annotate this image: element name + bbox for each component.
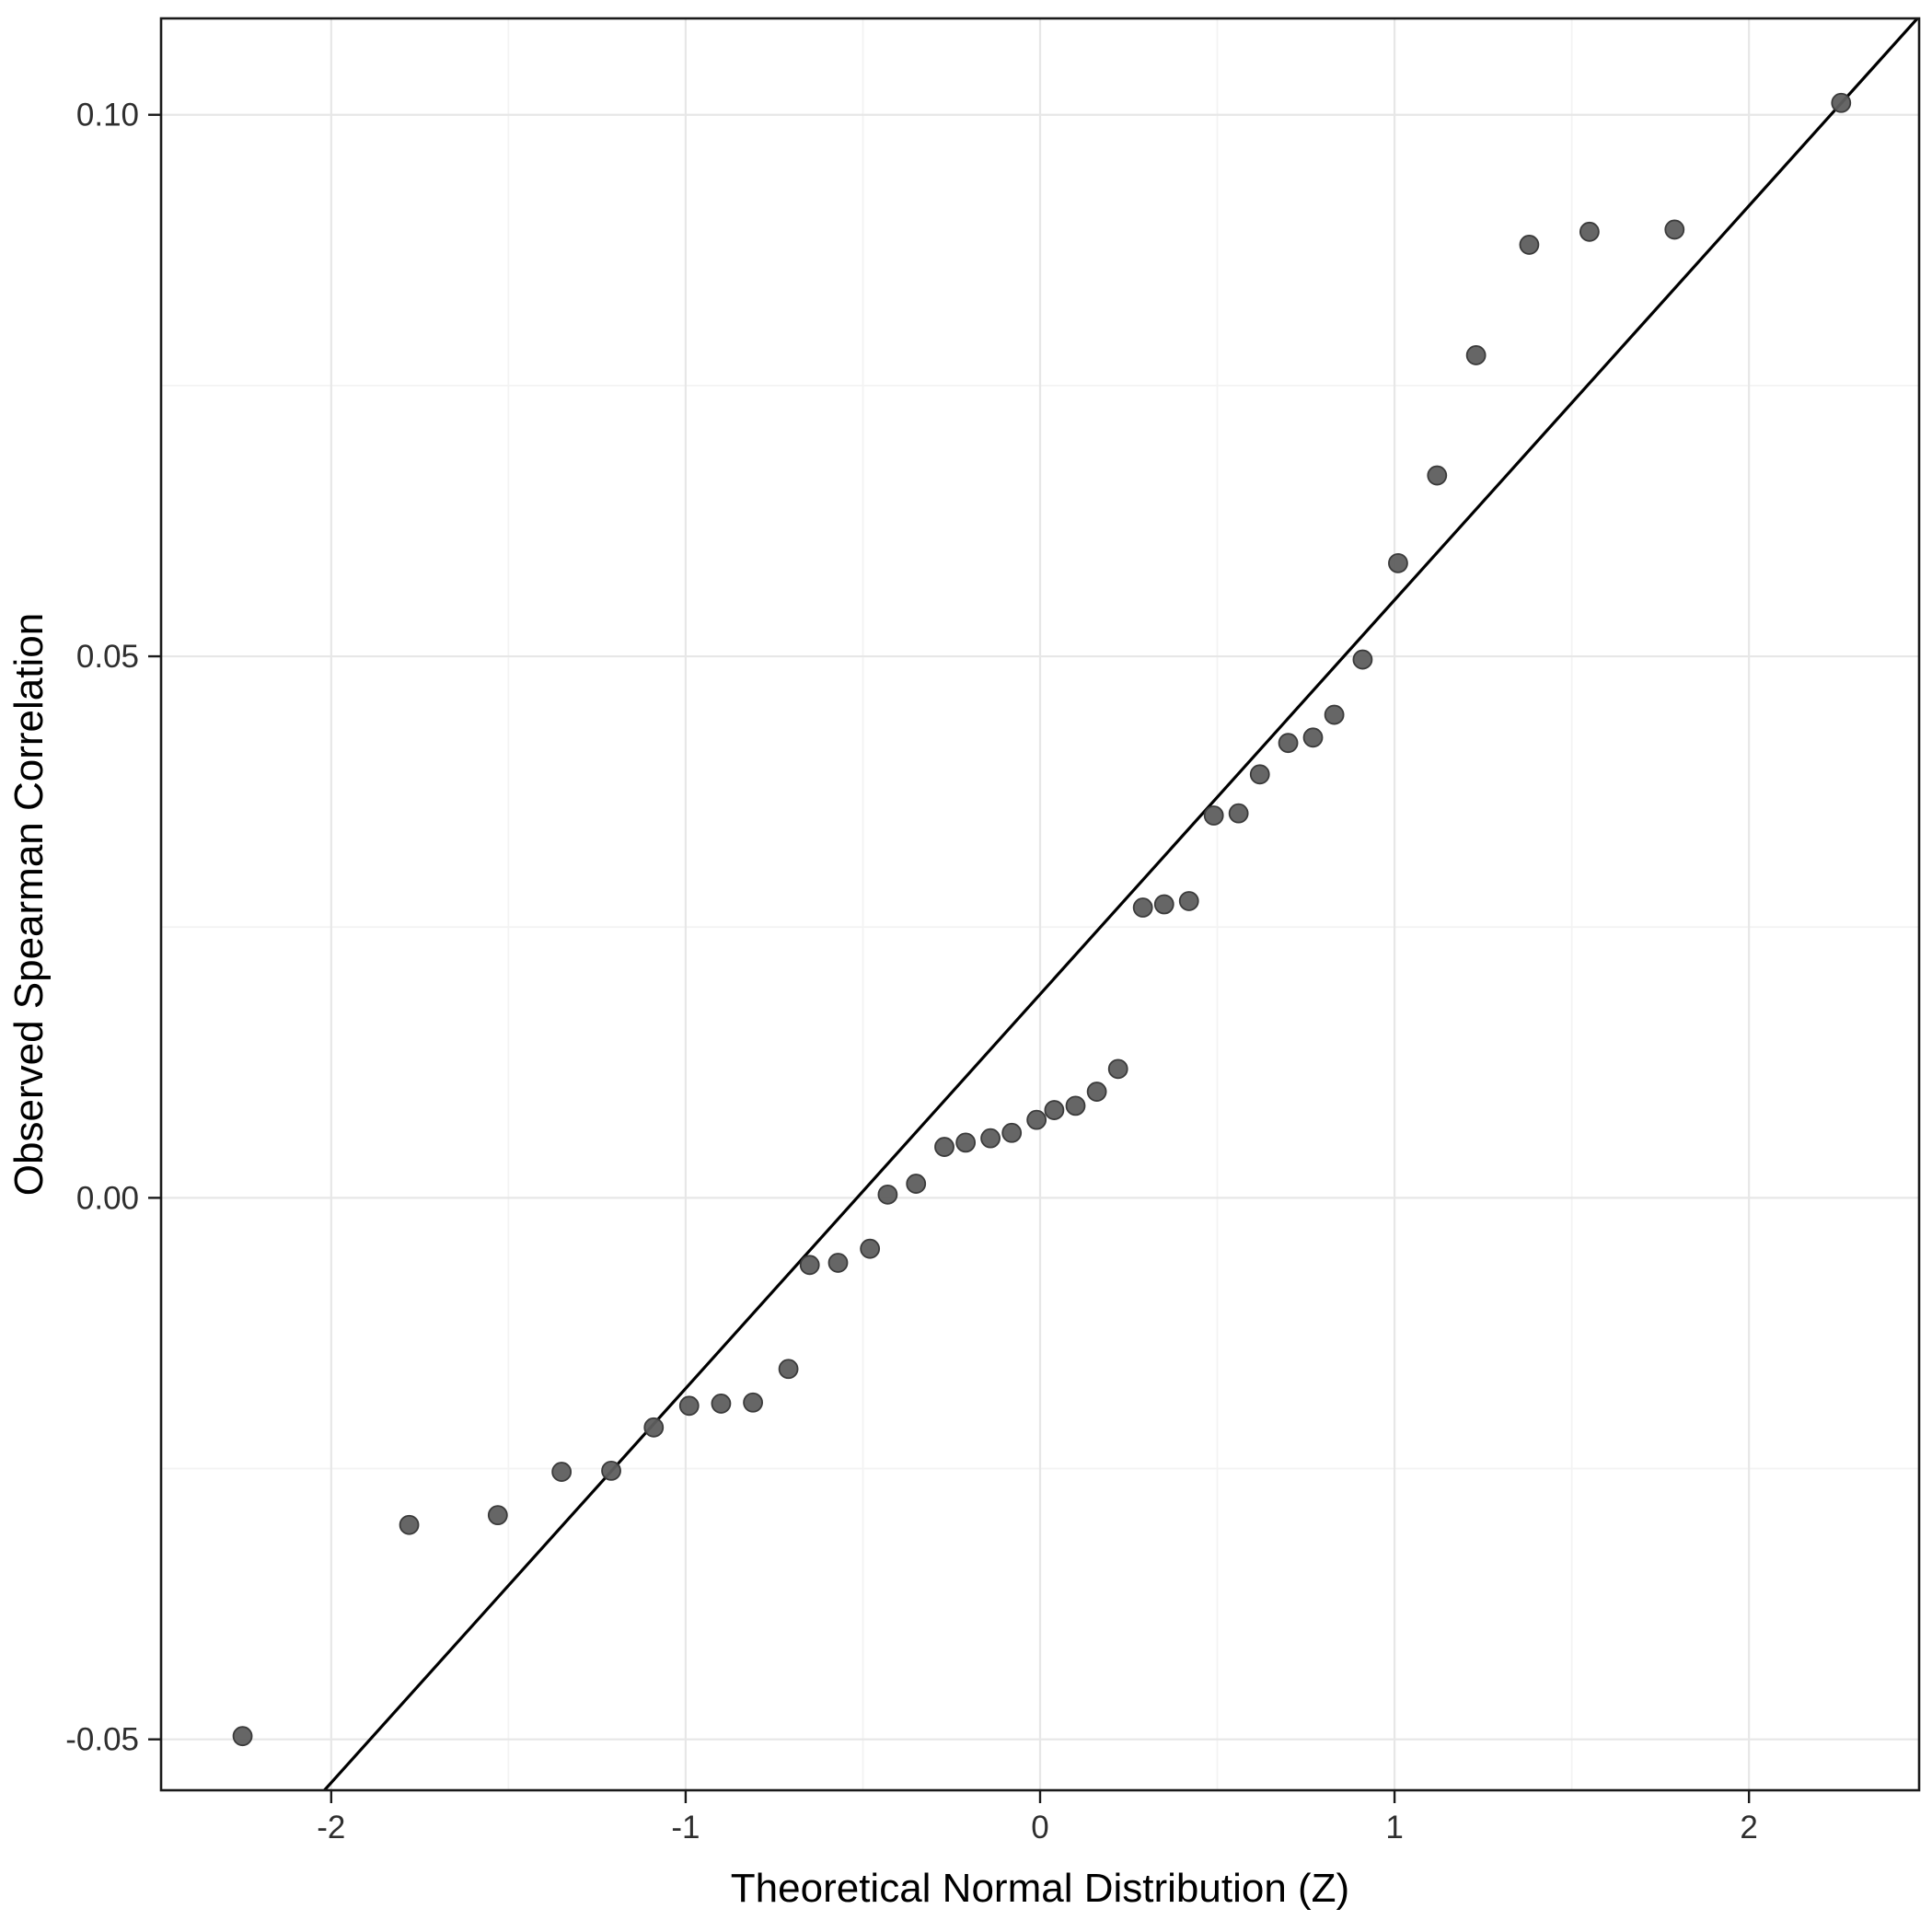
data-point [743,1392,763,1413]
x-tick-label: 0 [1031,1810,1048,1845]
data-point [860,1238,881,1259]
data-point [1519,235,1540,255]
grid-layer [161,18,1919,1790]
data-point [1203,805,1224,826]
data-point [1026,1109,1047,1130]
data-point [678,1395,700,1417]
x-tick-label: -1 [671,1810,700,1845]
data-point [934,1137,954,1157]
data-point [1324,704,1345,725]
data-point [1001,1122,1023,1143]
data-point [232,1726,253,1747]
data-point [1352,649,1373,670]
reference-line [322,18,1919,1790]
data-point [1465,345,1487,365]
data-point [877,1184,898,1205]
data-point [487,1505,508,1526]
data-point [399,1514,420,1535]
data-point [980,1128,1001,1149]
data-point [1388,552,1408,573]
data-point [643,1417,665,1438]
data-point [1278,733,1299,754]
data-point [1427,465,1448,486]
data-point [955,1132,977,1153]
data-point [601,1460,621,1481]
data-point [799,1255,820,1276]
data-point [1302,727,1324,748]
data-point [1132,897,1153,918]
data-point [827,1253,849,1273]
data-layer [232,18,1919,1790]
data-point [1831,92,1852,113]
y-tick-label: 0.00 [76,1180,139,1216]
data-point [906,1174,927,1194]
y-tick-label: 0.05 [76,639,139,675]
data-point [551,1462,573,1482]
y-tick-label: -0.05 [65,1722,139,1758]
data-point [1065,1095,1086,1116]
data-point [1664,219,1685,240]
x-axis-title: Theoretical Normal Distribution (Z) [731,1866,1349,1911]
data-point [1086,1082,1107,1102]
axes-layer: -2 -1 0 1 2 -0.05 0.00 0.05 0.10 [65,17,1921,1845]
x-tick-label: 1 [1385,1810,1403,1845]
data-point [778,1359,799,1380]
y-tick-label: 0.10 [76,98,139,133]
y-axis-title: Observed Spearman Correlation [6,613,52,1196]
x-tick-label: -2 [317,1810,345,1845]
data-point [1153,894,1174,915]
data-point [1249,764,1270,785]
data-point [1228,803,1249,824]
x-tick-label: 2 [1740,1810,1757,1845]
data-point [1178,891,1199,911]
data-point [1107,1059,1128,1080]
data-point [711,1394,732,1414]
data-point [1044,1100,1065,1120]
data-point [1579,221,1600,242]
